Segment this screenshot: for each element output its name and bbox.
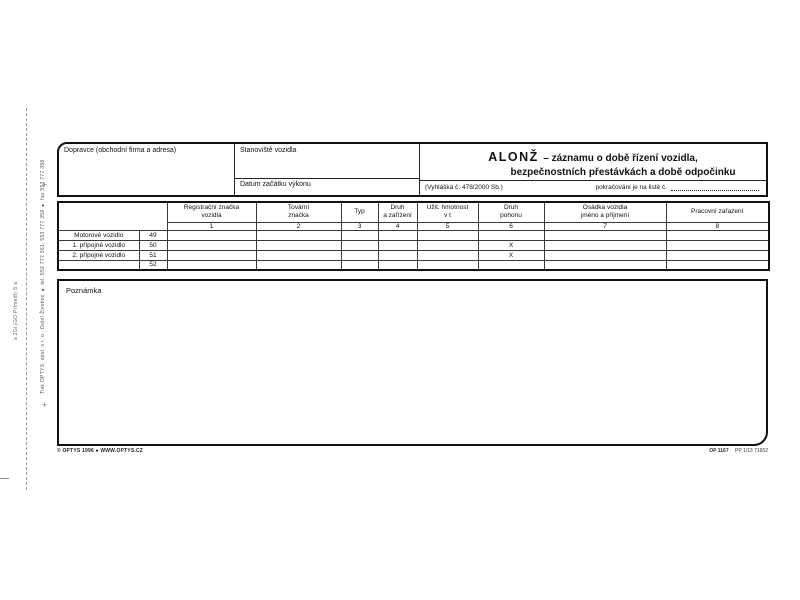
col-number: 4 (377, 221, 418, 231)
printer-contact-vertical-text: Tisk OPTYS, spol. s r. o., Dolní Životic… (40, 159, 46, 394)
form-print-code: PP 1/13 71652 (735, 448, 768, 454)
cell (543, 229, 667, 241)
cell (166, 229, 257, 241)
col-header-kind: Druh a zařízení (377, 201, 418, 223)
vehicle-base-label: Stanoviště vozidla (240, 147, 297, 154)
registration-cross-mark: + (42, 180, 48, 190)
header-blank-cell (57, 201, 168, 231)
continuation-dotted-line (671, 182, 759, 191)
col-header-payload: Užit. hmotnost v t (416, 201, 479, 223)
perforation-dashed-line (26, 108, 27, 490)
title-column: ALONŽ – záznamu o době řízení vozidla, b… (420, 144, 766, 195)
form-title: ALONŽ – záznamu o době řízení vozidla, b… (420, 144, 766, 181)
note-label: Poznámka (66, 286, 102, 295)
col-header-crew: Osádka vozidla jméno a příjmení (543, 201, 667, 223)
table-row-blank: 52 (57, 259, 770, 271)
form-code-footer: OP 1167 PP 1/13 71652 (57, 448, 768, 454)
cell (477, 259, 545, 271)
cell (166, 259, 257, 271)
table-row-motor-vehicle: Motorové vozidlo 49 (57, 229, 770, 241)
cell (665, 239, 770, 251)
cell (543, 259, 667, 271)
print-code-vertical-text: a 2Gl (GO Prlmedl) S a (13, 281, 19, 340)
cell (665, 229, 770, 241)
form-title-line2: bezpečnostních přestávkách a době odpoči… (510, 167, 736, 178)
cell (166, 249, 257, 261)
cell (377, 249, 418, 261)
col-number: 2 (255, 221, 342, 231)
col-header-make: Tovární značka (255, 201, 342, 223)
form-header: Dopravce (obchodní firma a adresa) Stano… (57, 142, 768, 197)
col-number: 1 (166, 221, 257, 231)
cell (340, 239, 379, 251)
continuation-label: pokračování je na listě č. (595, 184, 667, 192)
cell (543, 249, 667, 261)
col-header-job: Pracovní zařazení (665, 201, 770, 223)
vehicle-base-column: Stanoviště vozidla Datum začátku výkonu (235, 144, 420, 195)
cell (255, 259, 342, 271)
title-subrow: (Vyhláška č. 478/2000 Sb.) pokračování j… (420, 181, 766, 196)
row-code: 50 (138, 239, 168, 251)
table-row-trailer-2: 2. přípojné vozidlo 51 X (57, 249, 770, 261)
carrier-field: Dopravce (obchodní firma a adresa) (59, 144, 235, 195)
row-label: Motorové vozidlo (57, 229, 140, 241)
cell (340, 249, 379, 261)
carrier-label: Dopravce (obchodní firma a adresa) (64, 147, 177, 154)
cell (377, 259, 418, 271)
col-number: 3 (340, 221, 379, 231)
start-date-field: Datum začátku výkonu (235, 179, 419, 195)
cut-mark (0, 478, 9, 479)
col-header-type: Typ (340, 201, 379, 223)
table-header-row: Registrační značka vozidla Tovární značk… (57, 201, 770, 231)
start-date-label: Datum začátku výkonu (240, 181, 311, 188)
col-header-fuel: Druh pohonu (477, 201, 545, 223)
cell (255, 239, 342, 251)
cell (665, 249, 770, 261)
row-code: 52 (138, 259, 168, 271)
cell-x-mark: X (477, 249, 545, 261)
cell (416, 229, 479, 241)
cell (477, 229, 545, 241)
cell (377, 239, 418, 251)
table-row-trailer-1: 1. přípojné vozidlo 50 X (57, 239, 770, 251)
vehicle-table: Registrační značka vozidla Tovární značk… (57, 201, 770, 271)
cell (543, 239, 667, 251)
col-number: 5 (416, 221, 479, 231)
col-number: 7 (543, 221, 667, 231)
row-label (57, 259, 140, 271)
registration-cross-mark: + (42, 400, 48, 410)
cell (340, 259, 379, 271)
cell-x-mark: X (477, 239, 545, 251)
form-title-word: ALONŽ (488, 150, 539, 164)
cell (377, 229, 418, 241)
note-box: Poznámka (57, 279, 768, 446)
form-code: OP 1167 (709, 448, 729, 454)
col-header-registration: Registrační značka vozidla (166, 201, 257, 223)
decree-label: (Vyhláška č. 478/2000 Sb.) (425, 184, 503, 192)
row-code: 51 (138, 249, 168, 261)
cell (416, 239, 479, 251)
vehicle-base-field: Stanoviště vozidla (235, 144, 419, 179)
cell (340, 229, 379, 241)
cell (416, 259, 479, 271)
row-label: 1. přípojné vozidlo (57, 239, 140, 251)
cell (255, 249, 342, 261)
form-title-rest: – záznamu o době řízení vozidla, (543, 153, 698, 164)
row-code: 49 (138, 229, 168, 241)
cell (166, 239, 257, 251)
publisher-footer: © OPTYS 1996 ● WWW.OPTYS.CZ (57, 448, 144, 454)
col-number: 6 (477, 221, 545, 231)
cell (255, 229, 342, 241)
cell (416, 249, 479, 261)
form-title-line1: ALONŽ – záznamu o době řízení vozidla, (420, 147, 766, 167)
row-label: 2. přípojné vozidlo (57, 249, 140, 261)
col-number: 8 (665, 221, 770, 231)
cell (665, 259, 770, 271)
